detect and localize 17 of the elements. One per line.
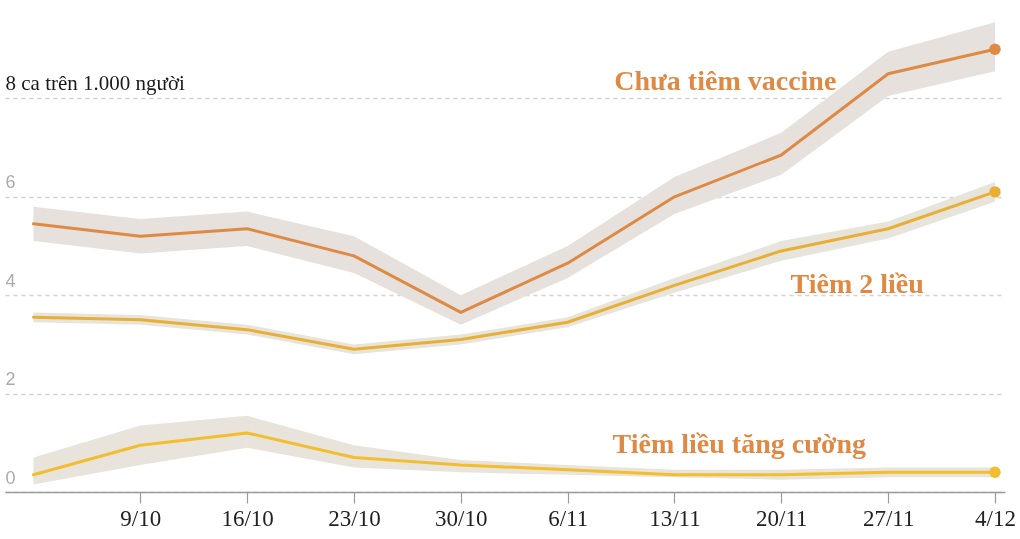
x-tick-label: 16/10 — [221, 505, 274, 531]
x-tick-label: 30/10 — [435, 505, 488, 531]
y-tick-label: 0 — [5, 467, 16, 488]
x-tick-label: 23/10 — [328, 505, 381, 531]
x-tick-label: 9/10 — [120, 505, 162, 531]
y-tick-label: 8 ca trên 1.000 người — [5, 70, 186, 95]
series-label: Tiêm liều tăng cường — [612, 427, 867, 459]
series-label: Tiêm 2 liều — [790, 267, 924, 299]
x-tick-label: 6/11 — [548, 505, 589, 531]
series-label: Chưa tiêm vaccine — [614, 64, 837, 96]
x-tick-label: 13/11 — [649, 505, 701, 531]
x-tick-label: 20/11 — [756, 505, 808, 531]
x-tick-label: 27/11 — [862, 505, 915, 531]
y-tick-label: 6 — [5, 172, 16, 193]
x-tick-label: 4/12 — [975, 505, 1016, 531]
y-tick-label: 4 — [5, 270, 16, 291]
y-tick-label: 2 — [5, 369, 16, 390]
